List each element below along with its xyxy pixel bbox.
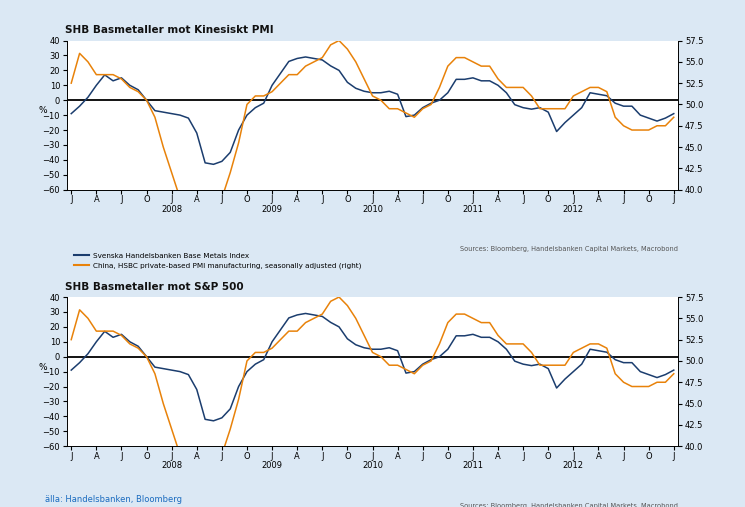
Y-axis label: %: % <box>38 363 47 372</box>
Text: 2008: 2008 <box>161 461 183 470</box>
Text: 2012: 2012 <box>562 205 584 214</box>
Text: 2010: 2010 <box>362 461 383 470</box>
Text: 2008: 2008 <box>161 205 183 214</box>
Text: 2011: 2011 <box>463 205 484 214</box>
Legend: Svenska Handelsbanken Base Metals Index, China, HSBC private-based PMI manufactu: Svenska Handelsbanken Base Metals Index,… <box>71 506 364 507</box>
Text: 2010: 2010 <box>362 205 383 214</box>
Text: 2009: 2009 <box>261 205 282 214</box>
Legend: Svenska Handelsbanken Base Metals Index, China, HSBC private-based PMI manufactu: Svenska Handelsbanken Base Metals Index,… <box>71 250 364 272</box>
Text: 2009: 2009 <box>261 461 282 470</box>
Text: SHB Basmetaller mot S&P 500: SHB Basmetaller mot S&P 500 <box>65 282 243 292</box>
Text: 2012: 2012 <box>562 461 584 470</box>
Y-axis label: %: % <box>38 106 47 115</box>
Text: Sources: Bloomberg, Handelsbanken Capital Markets, Macrobond: Sources: Bloomberg, Handelsbanken Capita… <box>460 246 678 252</box>
Text: Sources: Bloomberg, Handelsbanken Capital Markets, Macrobond: Sources: Bloomberg, Handelsbanken Capita… <box>460 503 678 507</box>
Text: 2011: 2011 <box>463 461 484 470</box>
Text: älla: Handelsbanken, Bloomberg: älla: Handelsbanken, Bloomberg <box>45 495 182 504</box>
Text: SHB Basmetaller mot Kinesiskt PMI: SHB Basmetaller mot Kinesiskt PMI <box>65 25 273 35</box>
